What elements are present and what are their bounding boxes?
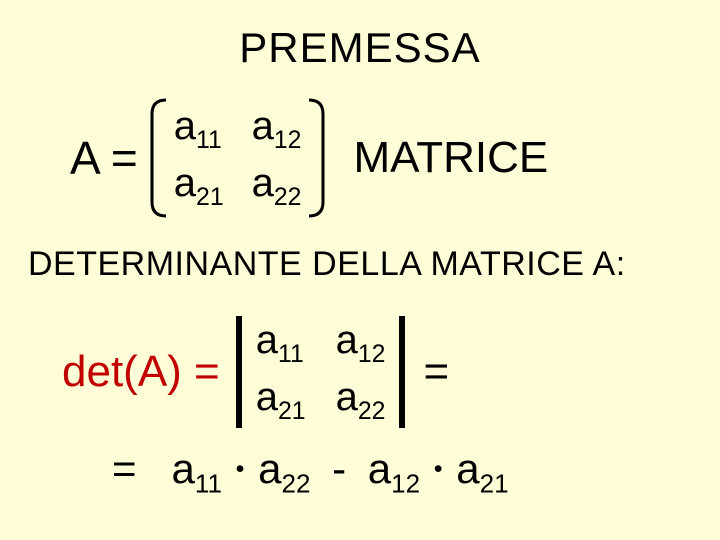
- dcell-a12: a12: [336, 318, 386, 369]
- dot-icon-2: •: [432, 455, 445, 483]
- right-bracket-icon: [307, 98, 325, 218]
- term-a22: a22: [258, 445, 310, 492]
- dot-icon: •: [234, 455, 247, 483]
- left-bracket-icon: [150, 98, 168, 218]
- cell-a21: a21: [174, 161, 224, 212]
- term-a21: a21: [456, 445, 508, 492]
- determinant-expansion: = a11 • a22 - a12 • a21: [112, 445, 509, 499]
- det-a-equals: det(A) =: [62, 347, 220, 397]
- dcell-a21: a21: [256, 375, 306, 426]
- a-equals: A =: [70, 131, 138, 185]
- cell-a11: a11: [174, 104, 224, 155]
- minus: -: [322, 445, 356, 492]
- dcell-a22: a22: [336, 375, 386, 426]
- matrix-label: MATRICE: [353, 133, 548, 183]
- slide: PREMESSA A = a11 a12 a21 a22 MATRICE DET: [0, 0, 720, 540]
- cell-a12: a12: [252, 104, 302, 155]
- final-eq: =: [112, 445, 137, 492]
- term-a11: a11: [172, 445, 222, 492]
- determinant-cells: a11 a12 a21 a22: [242, 312, 400, 432]
- matrix-bracketed: a11 a12 a21 a22: [150, 96, 326, 220]
- matrix-cells: a11 a12 a21 a22: [168, 96, 308, 220]
- slide-title: PREMESSA: [0, 24, 720, 72]
- matrix-definition-row: A = a11 a12 a21 a22 MATRICE: [70, 96, 670, 220]
- cell-a22: a22: [252, 161, 302, 212]
- determinant-row: det(A) = a11 a12 a21 a22 =: [62, 312, 449, 432]
- equals-after-det: =: [423, 347, 449, 397]
- right-vbar-icon: [399, 316, 405, 428]
- term-a12: a12: [368, 445, 420, 492]
- dcell-a11: a11: [256, 318, 306, 369]
- determinant-heading: DETERMINANTE DELLA MATRICE A:: [28, 245, 626, 284]
